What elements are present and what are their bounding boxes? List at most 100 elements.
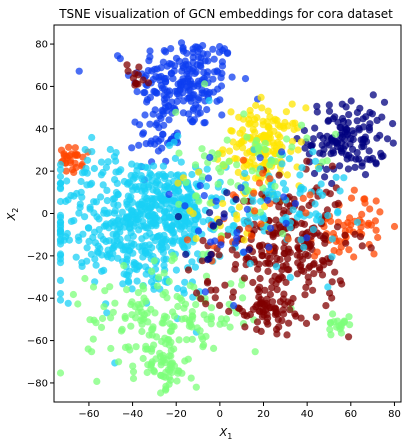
data-point bbox=[328, 278, 336, 286]
data-point bbox=[145, 57, 153, 65]
data-point bbox=[141, 111, 149, 119]
data-point bbox=[56, 369, 65, 377]
data-point bbox=[83, 244, 91, 252]
data-point bbox=[246, 260, 254, 268]
data-point bbox=[365, 219, 373, 227]
data-point bbox=[366, 120, 374, 128]
data-point bbox=[303, 234, 311, 242]
data-point bbox=[199, 237, 207, 245]
data-point bbox=[162, 368, 170, 376]
data-point bbox=[184, 110, 193, 118]
x-tick-label: −20 bbox=[166, 409, 187, 420]
data-point bbox=[112, 149, 120, 157]
x-axis-ticks: −60 −40 −20 0 20 40 60 80 bbox=[78, 402, 401, 420]
data-point bbox=[347, 97, 355, 105]
data-point bbox=[333, 139, 341, 147]
data-point bbox=[174, 132, 182, 140]
data-point bbox=[380, 98, 389, 106]
data-point bbox=[345, 333, 353, 341]
data-point bbox=[285, 319, 293, 327]
data-point bbox=[75, 67, 83, 75]
cluster-1 bbox=[128, 103, 182, 171]
data-point bbox=[201, 80, 209, 88]
data-point bbox=[196, 182, 204, 190]
data-point bbox=[372, 226, 380, 234]
data-point bbox=[289, 206, 297, 214]
data-point bbox=[124, 67, 132, 75]
x-tick-label: 20 bbox=[257, 409, 270, 420]
data-point bbox=[257, 327, 265, 335]
data-point bbox=[123, 61, 131, 69]
data-point bbox=[91, 228, 99, 236]
data-point bbox=[230, 302, 238, 310]
data-point bbox=[282, 219, 290, 227]
data-point bbox=[174, 213, 182, 221]
data-point bbox=[148, 177, 156, 185]
cluster-12 bbox=[225, 278, 305, 339]
data-point bbox=[235, 140, 243, 148]
data-point bbox=[188, 118, 196, 126]
data-point bbox=[309, 148, 317, 156]
data-point bbox=[173, 377, 181, 385]
data-point bbox=[172, 266, 180, 274]
data-point bbox=[326, 325, 334, 333]
data-point bbox=[331, 113, 339, 121]
data-point bbox=[175, 336, 183, 344]
data-point bbox=[195, 197, 203, 205]
data-point bbox=[214, 180, 222, 188]
data-point bbox=[228, 73, 236, 81]
data-point bbox=[279, 230, 287, 238]
data-point bbox=[179, 89, 187, 97]
data-point bbox=[323, 157, 331, 165]
data-point bbox=[171, 154, 179, 162]
data-point bbox=[262, 146, 270, 154]
data-point bbox=[228, 127, 236, 135]
data-point bbox=[341, 231, 349, 239]
data-point bbox=[99, 235, 107, 244]
data-point bbox=[383, 135, 392, 143]
data-point bbox=[97, 193, 105, 201]
data-point bbox=[301, 144, 309, 152]
data-point bbox=[116, 55, 124, 63]
data-point bbox=[199, 250, 207, 258]
data-point bbox=[219, 160, 227, 169]
data-point bbox=[193, 289, 201, 297]
data-point bbox=[180, 230, 188, 238]
data-point bbox=[119, 280, 127, 288]
data-point bbox=[146, 204, 154, 212]
data-point bbox=[302, 283, 310, 291]
data-point bbox=[338, 280, 346, 288]
data-point bbox=[129, 249, 137, 257]
data-point bbox=[268, 298, 277, 306]
data-point bbox=[257, 220, 265, 228]
data-point bbox=[181, 357, 189, 365]
data-point bbox=[159, 162, 167, 170]
data-point bbox=[307, 142, 315, 150]
data-point bbox=[133, 185, 141, 194]
data-point bbox=[159, 291, 167, 299]
data-point bbox=[212, 286, 220, 294]
data-point bbox=[240, 236, 248, 244]
data-point bbox=[216, 320, 224, 328]
data-point bbox=[161, 172, 169, 180]
data-point bbox=[366, 205, 374, 213]
data-point bbox=[215, 251, 223, 259]
data-point bbox=[232, 195, 240, 204]
data-point bbox=[356, 233, 365, 241]
data-point bbox=[284, 235, 292, 243]
data-point bbox=[183, 193, 191, 201]
data-point bbox=[227, 178, 235, 186]
data-point bbox=[264, 190, 273, 199]
data-point bbox=[258, 313, 266, 321]
data-point bbox=[337, 144, 345, 152]
data-point bbox=[261, 203, 269, 211]
data-point bbox=[152, 121, 160, 129]
data-point bbox=[355, 124, 363, 132]
data-point bbox=[338, 133, 346, 141]
data-point bbox=[243, 133, 251, 141]
data-point bbox=[83, 156, 92, 164]
data-point bbox=[103, 197, 111, 205]
data-point bbox=[389, 120, 397, 128]
data-point bbox=[350, 253, 358, 261]
data-point bbox=[71, 151, 79, 159]
